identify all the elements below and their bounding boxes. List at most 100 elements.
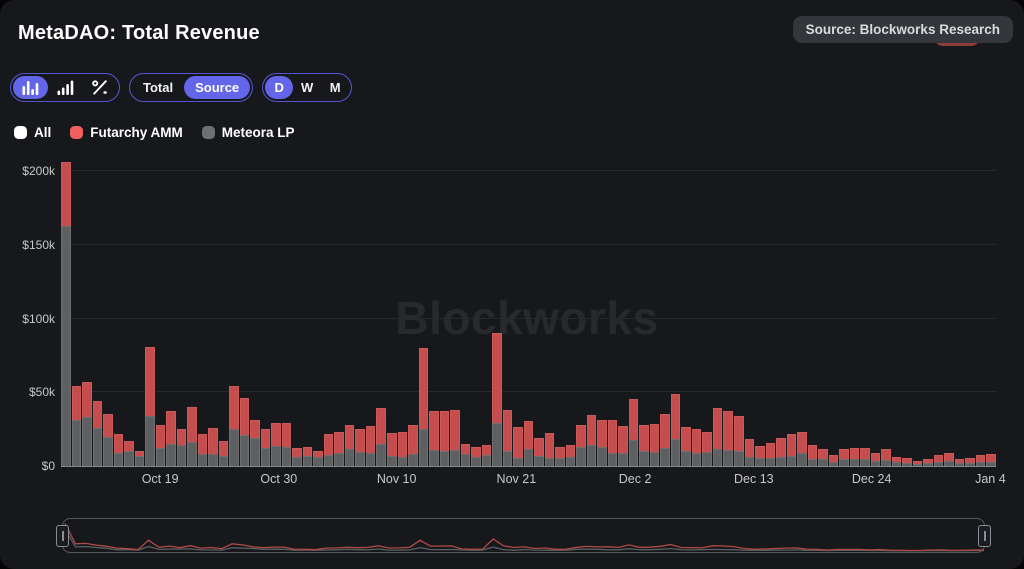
revenue-bar[interactable] <box>155 424 166 466</box>
revenue-bar[interactable] <box>860 448 870 466</box>
revenue-bar[interactable] <box>471 446 481 466</box>
interval-day-button[interactable]: D <box>265 76 294 99</box>
revenue-bar[interactable] <box>776 437 786 466</box>
revenue-bar[interactable] <box>891 456 902 466</box>
revenue-bar[interactable] <box>702 431 712 466</box>
revenue-bar[interactable] <box>628 398 639 466</box>
revenue-bar[interactable] <box>712 407 723 466</box>
revenue-bar[interactable] <box>376 408 386 466</box>
legend-item-meteora-lp[interactable]: Meteora LP <box>201 125 295 140</box>
revenue-bar[interactable] <box>954 459 965 466</box>
revenue-bar[interactable] <box>492 333 502 466</box>
revenue-bar[interactable] <box>92 401 103 466</box>
stacked-bar-chart-button[interactable] <box>13 76 48 99</box>
revenue-bar[interactable] <box>145 346 155 466</box>
revenue-bar[interactable] <box>313 451 323 466</box>
revenue-bar[interactable] <box>881 449 891 466</box>
legend-item-all[interactable]: All <box>14 125 51 140</box>
revenue-bar[interactable] <box>187 407 197 466</box>
revenue-bar[interactable] <box>260 429 271 466</box>
percent-change-button[interactable] <box>83 76 117 99</box>
revenue-bar[interactable] <box>597 420 607 466</box>
revenue-bar[interactable] <box>124 440 134 466</box>
revenue-bar[interactable] <box>544 432 555 466</box>
revenue-bar[interactable] <box>765 443 776 466</box>
revenue-bar[interactable] <box>429 411 439 466</box>
revenue-bar[interactable] <box>734 416 744 466</box>
revenue-bar[interactable] <box>565 445 576 466</box>
revenue-bar[interactable] <box>218 440 229 466</box>
revenue-bar[interactable] <box>82 381 92 466</box>
revenue-bar[interactable] <box>828 455 839 466</box>
brush-left-handle[interactable] <box>56 524 69 547</box>
revenue-bar[interactable] <box>555 447 565 466</box>
interval-month-button[interactable]: M <box>329 80 341 95</box>
revenue-bar[interactable] <box>113 433 124 466</box>
revenue-bar[interactable] <box>933 455 944 466</box>
revenue-bar[interactable] <box>818 448 828 466</box>
revenue-bar[interactable] <box>397 432 408 466</box>
revenue-bar[interactable] <box>365 426 376 466</box>
revenue-bar[interactable] <box>786 433 797 466</box>
revenue-bar[interactable] <box>586 415 597 466</box>
revenue-bar[interactable] <box>344 424 355 466</box>
revenue-bar[interactable] <box>134 451 145 466</box>
revenue-bar[interactable] <box>849 448 860 466</box>
revenue-bar[interactable] <box>670 393 681 466</box>
revenue-bar[interactable] <box>408 425 418 466</box>
revenue-bar[interactable] <box>71 386 82 466</box>
revenue-bar[interactable] <box>965 457 975 466</box>
revenue-bar[interactable] <box>197 433 208 466</box>
revenue-bar[interactable] <box>618 426 628 466</box>
revenue-bar[interactable] <box>103 414 113 466</box>
revenue-bar[interactable] <box>229 386 239 466</box>
revenue-bar[interactable] <box>691 428 702 466</box>
revenue-bar[interactable] <box>797 432 807 466</box>
revenue-bar[interactable] <box>176 429 187 466</box>
revenue-bar[interactable] <box>281 423 292 466</box>
revenue-bar[interactable] <box>481 445 492 466</box>
legend-item-futarchy-amm[interactable]: Futarchy AMM <box>70 125 183 140</box>
revenue-bar[interactable] <box>61 162 71 466</box>
revenue-bar[interactable] <box>975 455 986 466</box>
revenue-bar[interactable] <box>755 446 765 466</box>
aggregation-source-button[interactable]: Source <box>184 76 251 99</box>
revenue-bar[interactable] <box>418 348 429 466</box>
revenue-bar[interactable] <box>386 432 397 466</box>
revenue-bar[interactable] <box>523 420 534 466</box>
revenue-bar[interactable] <box>576 425 586 466</box>
revenue-bar[interactable] <box>355 429 365 466</box>
revenue-bar[interactable] <box>208 427 218 466</box>
revenue-bar[interactable] <box>807 445 818 466</box>
revenue-bar[interactable] <box>681 426 691 466</box>
revenue-bar[interactable] <box>271 423 281 466</box>
revenue-bar[interactable] <box>649 423 660 466</box>
revenue-bar[interactable] <box>239 398 250 466</box>
revenue-bar[interactable] <box>439 411 450 466</box>
revenue-bar[interactable] <box>250 420 260 466</box>
revenue-bar[interactable] <box>607 419 618 466</box>
revenue-bar[interactable] <box>450 409 460 466</box>
revenue-bar[interactable] <box>839 448 849 466</box>
revenue-bar[interactable] <box>292 448 302 466</box>
interval-week-button[interactable]: W <box>301 80 314 95</box>
revenue-bar[interactable] <box>302 446 313 466</box>
revenue-bar[interactable] <box>986 454 996 466</box>
revenue-bar[interactable] <box>870 453 881 466</box>
revenue-bar[interactable] <box>460 443 471 466</box>
revenue-bar[interactable] <box>744 438 755 466</box>
aggregation-total-button[interactable]: Total <box>143 80 174 95</box>
revenue-bar[interactable] <box>334 432 344 466</box>
revenue-bar[interactable] <box>902 457 912 466</box>
time-range-brush[interactable] <box>56 518 991 553</box>
revenue-bar[interactable] <box>923 459 933 466</box>
revenue-bar[interactable] <box>723 410 733 466</box>
revenue-bar[interactable] <box>502 409 513 466</box>
revenue-bar[interactable] <box>912 461 923 466</box>
brush-right-handle[interactable] <box>978 524 991 547</box>
revenue-bar[interactable] <box>639 425 649 466</box>
revenue-bar[interactable] <box>513 426 523 466</box>
revenue-bar[interactable] <box>944 453 954 466</box>
revenue-bar[interactable] <box>166 411 176 466</box>
revenue-bar[interactable] <box>323 433 334 466</box>
